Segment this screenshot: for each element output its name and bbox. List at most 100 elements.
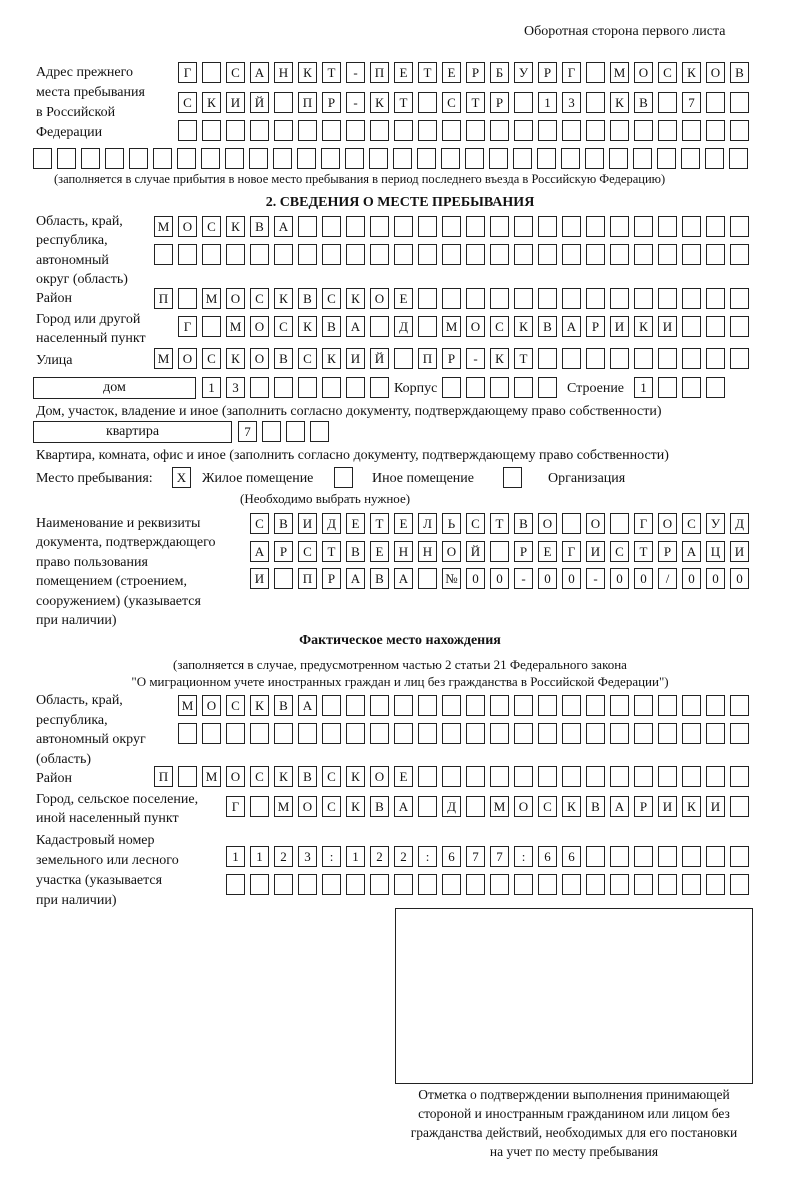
char-cell[interactable]: С <box>658 62 677 83</box>
char-cell[interactable]: О <box>202 695 221 716</box>
char-cell[interactable]: М <box>202 288 221 309</box>
char-cell[interactable]: 0 <box>538 568 557 589</box>
char-cell[interactable] <box>562 216 581 237</box>
char-cell[interactable] <box>226 244 245 265</box>
char-cell[interactable] <box>129 148 148 169</box>
char-cell[interactable]: С <box>322 766 341 787</box>
char-cell[interactable] <box>226 120 245 141</box>
char-cell[interactable]: 7 <box>238 421 257 442</box>
char-cell[interactable] <box>370 377 389 398</box>
char-cell[interactable] <box>442 244 461 265</box>
char-cell[interactable] <box>513 148 532 169</box>
char-cell[interactable]: Р <box>442 348 461 369</box>
char-cell[interactable] <box>610 348 629 369</box>
char-cell[interactable] <box>490 288 509 309</box>
char-cell[interactable] <box>394 348 413 369</box>
char-cell[interactable]: 0 <box>610 568 629 589</box>
char-cell[interactable] <box>346 216 365 237</box>
char-cell[interactable] <box>586 120 605 141</box>
char-cell[interactable] <box>586 723 605 744</box>
char-cell[interactable] <box>418 244 437 265</box>
char-cell[interactable] <box>634 695 653 716</box>
char-cell[interactable]: К <box>634 316 653 337</box>
char-cell[interactable] <box>250 120 269 141</box>
char-cell[interactable]: Т <box>322 62 341 83</box>
char-cell[interactable]: Д <box>730 513 749 534</box>
char-cell[interactable] <box>658 92 677 113</box>
char-cell[interactable]: О <box>226 288 245 309</box>
char-cell[interactable]: : <box>322 846 341 867</box>
char-cell[interactable] <box>418 92 437 113</box>
char-cell[interactable]: И <box>298 513 317 534</box>
char-cell[interactable]: О <box>226 766 245 787</box>
char-cell[interactable]: К <box>562 796 581 817</box>
char-cell[interactable] <box>634 244 653 265</box>
char-cell[interactable] <box>346 244 365 265</box>
char-cell[interactable] <box>609 148 628 169</box>
char-cell[interactable] <box>586 846 605 867</box>
char-cell[interactable]: К <box>682 62 701 83</box>
char-cell[interactable]: С <box>466 513 485 534</box>
char-cell[interactable]: И <box>586 541 605 562</box>
char-cell[interactable]: И <box>730 541 749 562</box>
char-cell[interactable]: О <box>298 796 317 817</box>
char-cell[interactable] <box>538 348 557 369</box>
char-cell[interactable]: В <box>370 796 389 817</box>
char-cell[interactable] <box>322 216 341 237</box>
char-cell[interactable]: М <box>226 316 245 337</box>
char-cell[interactable]: Р <box>658 541 677 562</box>
char-cell[interactable] <box>706 695 725 716</box>
char-cell[interactable] <box>369 148 388 169</box>
char-cell[interactable] <box>682 723 701 744</box>
char-cell[interactable]: О <box>658 513 677 534</box>
char-cell[interactable] <box>610 120 629 141</box>
char-cell[interactable]: 7 <box>682 92 701 113</box>
char-cell[interactable]: В <box>346 541 365 562</box>
char-cell[interactable] <box>610 244 629 265</box>
char-cell[interactable] <box>322 244 341 265</box>
stay-checkbox-organization[interactable] <box>503 467 522 488</box>
char-cell[interactable]: 2 <box>370 846 389 867</box>
char-cell[interactable]: С <box>178 92 197 113</box>
char-cell[interactable]: 6 <box>442 846 461 867</box>
char-cell[interactable] <box>682 120 701 141</box>
char-cell[interactable] <box>346 874 365 895</box>
char-cell[interactable] <box>274 120 293 141</box>
char-cell[interactable] <box>586 874 605 895</box>
char-cell[interactable] <box>610 766 629 787</box>
char-cell[interactable] <box>706 120 725 141</box>
char-cell[interactable] <box>81 148 100 169</box>
char-cell[interactable] <box>610 513 629 534</box>
char-cell[interactable] <box>298 377 317 398</box>
char-cell[interactable]: Ц <box>706 541 725 562</box>
char-cell[interactable] <box>418 568 437 589</box>
char-cell[interactable] <box>658 695 677 716</box>
char-cell[interactable] <box>274 874 293 895</box>
char-cell[interactable] <box>202 62 221 83</box>
char-cell[interactable] <box>370 695 389 716</box>
char-cell[interactable] <box>274 377 293 398</box>
char-cell[interactable]: Г <box>226 796 245 817</box>
char-cell[interactable] <box>441 148 460 169</box>
char-cell[interactable]: Т <box>370 513 389 534</box>
char-cell[interactable]: У <box>706 513 725 534</box>
char-cell[interactable] <box>178 244 197 265</box>
char-cell[interactable] <box>610 695 629 716</box>
char-cell[interactable] <box>298 723 317 744</box>
char-cell[interactable] <box>562 723 581 744</box>
char-cell[interactable]: В <box>250 216 269 237</box>
char-cell[interactable]: Р <box>538 62 557 83</box>
char-cell[interactable] <box>466 874 485 895</box>
char-cell[interactable] <box>466 766 485 787</box>
char-cell[interactable]: О <box>178 348 197 369</box>
char-cell[interactable]: - <box>514 568 533 589</box>
char-cell[interactable]: Н <box>274 62 293 83</box>
char-cell[interactable] <box>562 766 581 787</box>
char-cell[interactable] <box>345 148 364 169</box>
char-cell[interactable] <box>225 148 244 169</box>
char-cell[interactable] <box>226 874 245 895</box>
char-cell[interactable]: К <box>514 316 533 337</box>
char-cell[interactable]: К <box>202 92 221 113</box>
char-cell[interactable] <box>586 695 605 716</box>
char-cell[interactable]: В <box>298 288 317 309</box>
